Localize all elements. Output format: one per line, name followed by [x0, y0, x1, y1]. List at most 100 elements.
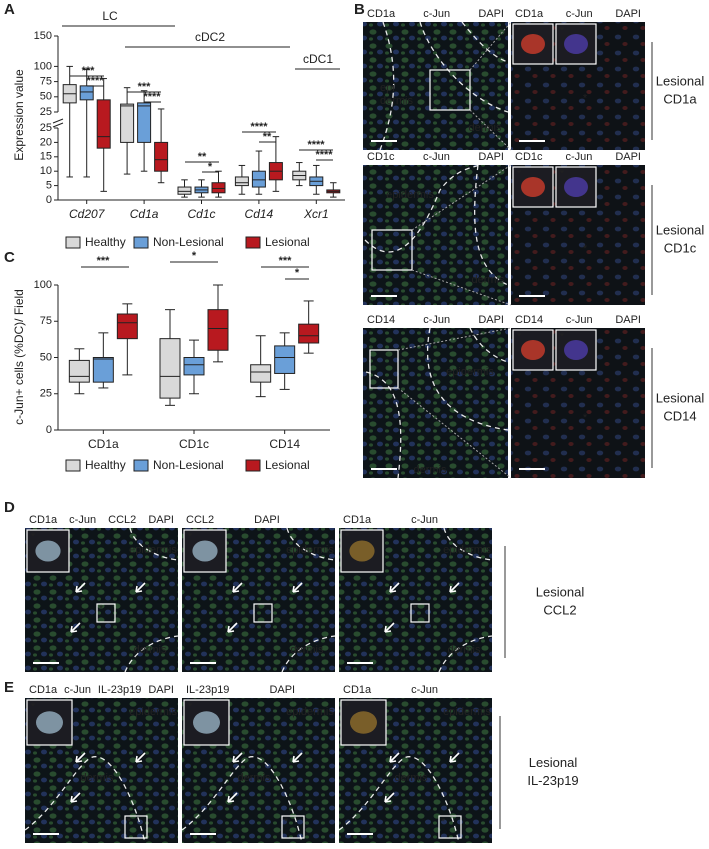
channel-label: DAPI — [478, 314, 504, 326]
inset-star: * — [560, 168, 565, 180]
y-tick-label: 50 — [40, 91, 52, 103]
panel-letter: C — [4, 249, 15, 266]
side-label: CD14 — [663, 408, 696, 423]
y-tick-label: 5 — [46, 180, 52, 192]
inset-cell — [193, 711, 220, 734]
tissue-label: dermis — [237, 772, 271, 784]
arrow — [232, 582, 243, 593]
zoom-box — [281, 815, 305, 839]
y-axis-label: c-Jun+ cells (%DC)/ Field — [12, 289, 26, 425]
channel-label: c-Jun — [69, 514, 96, 526]
panel-letter: A — [4, 1, 15, 18]
inset-cell — [349, 540, 375, 562]
legend-swatch — [133, 459, 149, 472]
box — [159, 338, 181, 399]
channel-label: DAPI — [148, 684, 174, 696]
annotation: **** — [315, 149, 333, 161]
inset-star: * — [517, 25, 522, 37]
y-tick-label: 10 — [40, 165, 52, 177]
tissue-border — [474, 164, 509, 286]
inset-cell — [192, 540, 218, 562]
panel-letter: B — [354, 1, 365, 18]
y-tick-label: 20 — [40, 136, 52, 148]
legend-swatch — [65, 236, 81, 249]
inset-star: * — [517, 331, 522, 343]
annotation: *** — [279, 255, 293, 267]
box — [298, 323, 320, 344]
channel-label: c-Jun — [411, 684, 438, 696]
x-tick-label: Cd14 — [245, 207, 274, 221]
channel-label: DAPI — [148, 514, 174, 526]
tissue-label: epidermis — [286, 706, 334, 718]
box — [120, 103, 135, 143]
tissue-label: epidermis — [129, 706, 177, 718]
cell-star: * — [583, 93, 588, 105]
tissue-border — [426, 327, 509, 431]
channel-label: CCL2 — [186, 514, 214, 526]
arrow — [384, 792, 395, 803]
y-tick-label: 50 — [40, 351, 52, 363]
channel-label: CD1a — [29, 514, 58, 526]
arrow — [135, 582, 146, 593]
tissue-label: dermis — [290, 644, 324, 656]
inset-cell — [564, 34, 588, 54]
channel-label: c-Jun — [64, 684, 91, 696]
annotation: ** — [198, 151, 207, 163]
annotation: *** — [138, 81, 152, 93]
arrow — [135, 752, 146, 763]
x-tick-label: Xcr1 — [303, 207, 329, 221]
box — [137, 102, 152, 143]
channel-label: DAPI — [478, 151, 504, 163]
channel-label: DAPI — [615, 314, 641, 326]
side-label: Lesional — [656, 390, 705, 405]
side-label: Lesional — [536, 584, 585, 599]
zoom-box — [371, 229, 413, 271]
inset-star: * — [31, 531, 36, 543]
tissue-label: dermis — [394, 772, 428, 784]
inset-star: * — [188, 701, 193, 713]
inset-star: * — [345, 701, 350, 713]
arrow — [449, 582, 460, 593]
inset-star: * — [188, 531, 193, 543]
arrow — [292, 752, 303, 763]
tissue-label: dermis — [133, 644, 167, 656]
zoom-box — [253, 603, 273, 623]
inset-cell — [35, 540, 61, 562]
arrow — [449, 752, 460, 763]
channel-label: DAPI — [269, 684, 295, 696]
annotation: cDC1 — [303, 52, 333, 66]
channel-label: DAPI — [615, 151, 641, 163]
channel-label: CD1a — [515, 8, 544, 20]
x-tick-label: Cd1a — [130, 207, 159, 221]
channel-label: c-Jun — [565, 151, 592, 163]
annotation: * — [192, 250, 197, 262]
channel-label: c-Jun — [411, 514, 438, 526]
channel-label: CD1a — [343, 684, 372, 696]
arrow — [75, 582, 86, 593]
zoom-link — [411, 269, 512, 306]
inset-cell — [521, 177, 545, 197]
tissue-border — [419, 21, 509, 113]
box — [154, 141, 169, 172]
y-tick-label: 0 — [46, 424, 52, 436]
tissue-label: epidermis — [443, 544, 491, 556]
inset-star: * — [345, 531, 350, 543]
zoom-box — [410, 603, 430, 623]
side-label: Lesional — [656, 222, 705, 237]
y-tick-label: 75 — [40, 315, 52, 327]
arrow — [75, 752, 86, 763]
channel-label: c-Jun — [566, 314, 593, 326]
arrow — [384, 622, 395, 633]
legend-swatch — [245, 459, 261, 472]
channel-label: IL-23p19 — [98, 684, 141, 696]
inset-cell — [564, 340, 588, 360]
zoom-link — [469, 109, 512, 151]
cell-star: * — [413, 603, 418, 615]
legend-label: Non-Lesional — [153, 235, 224, 249]
box — [250, 364, 272, 383]
box — [251, 170, 266, 188]
y-tick-label: 100 — [34, 279, 52, 291]
cell-star: * — [256, 603, 261, 615]
legend-label: Non-Lesional — [153, 458, 224, 472]
box — [207, 309, 229, 351]
